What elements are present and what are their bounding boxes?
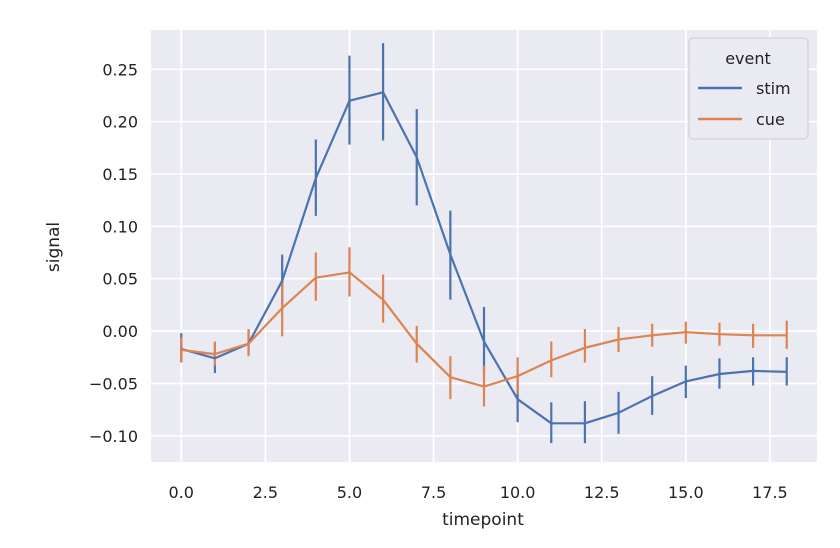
x-tick-label: 10.0: [500, 483, 536, 502]
x-axis-label: timepoint: [442, 510, 524, 530]
x-tick-label: 15.0: [668, 483, 704, 502]
x-tick-label: 0.0: [169, 483, 194, 502]
y-tick-label: 0.25: [102, 60, 138, 79]
y-tick-label: 0.05: [102, 270, 138, 289]
legend-title: event: [725, 49, 771, 68]
x-tick-label: 2.5: [253, 483, 278, 502]
series-lines: [181, 91, 787, 425]
legend: event stim cue: [688, 37, 809, 140]
x-tick-labels: 0.0 2.5 5.0 7.5 10.0 12.5 15.0 17.5: [169, 483, 788, 502]
y-tick-label: 0.00: [102, 322, 138, 341]
y-tick-labels: −0.10 −0.05 0.00 0.05 0.10 0.15 0.20 0.25: [89, 60, 138, 446]
legend-box: [688, 37, 809, 140]
y-tick-label: −0.05: [89, 374, 138, 393]
legend-label-cue: cue: [756, 110, 785, 129]
y-tick-label: 0.20: [102, 113, 138, 132]
x-tick-label: 17.5: [752, 483, 788, 502]
legend-label-stim: stim: [756, 79, 791, 98]
y-tick-label: −0.10: [89, 427, 138, 446]
series-line-stim: [181, 91, 787, 425]
x-tick-label: 12.5: [584, 483, 620, 502]
y-tick-label: 0.10: [102, 217, 138, 236]
x-tick-label: 7.5: [421, 483, 446, 502]
x-tick-label: 5.0: [337, 483, 362, 502]
y-axis-label: signal: [44, 222, 64, 272]
y-tick-label: 0.15: [102, 165, 138, 184]
series-line-cue: [181, 271, 787, 388]
